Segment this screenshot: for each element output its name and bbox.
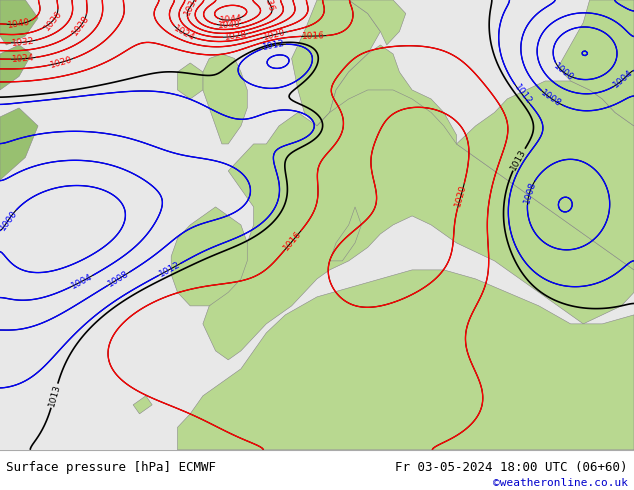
- Polygon shape: [0, 108, 38, 180]
- Text: 1020: 1020: [262, 27, 287, 42]
- Polygon shape: [292, 45, 456, 234]
- Text: 1000: 1000: [552, 62, 576, 83]
- Polygon shape: [0, 45, 32, 90]
- Polygon shape: [178, 63, 203, 99]
- Polygon shape: [171, 207, 247, 306]
- Text: 1012: 1012: [512, 83, 533, 107]
- Text: 1008: 1008: [540, 88, 564, 109]
- Text: ©weatheronline.co.uk: ©weatheronline.co.uk: [493, 478, 628, 488]
- Text: 1008: 1008: [522, 180, 538, 205]
- Text: 1036: 1036: [42, 9, 64, 32]
- Text: 1020: 1020: [454, 183, 469, 208]
- Text: 1008: 1008: [107, 269, 131, 289]
- Text: 1013: 1013: [47, 383, 62, 408]
- Text: 1016: 1016: [302, 31, 325, 41]
- Text: 1040: 1040: [7, 18, 31, 30]
- Text: 1024: 1024: [172, 24, 197, 43]
- Text: 1004: 1004: [70, 272, 94, 291]
- Text: Fr 03-05-2024 18:00 UTC (06+60): Fr 03-05-2024 18:00 UTC (06+60): [395, 461, 628, 474]
- Polygon shape: [330, 207, 361, 261]
- Polygon shape: [178, 270, 634, 450]
- Text: 1036: 1036: [261, 0, 276, 14]
- Text: 1044: 1044: [219, 14, 243, 25]
- Polygon shape: [292, 0, 380, 126]
- Text: 1012: 1012: [261, 39, 286, 52]
- Polygon shape: [558, 0, 634, 126]
- Polygon shape: [349, 0, 406, 45]
- Polygon shape: [0, 0, 38, 45]
- Polygon shape: [203, 90, 634, 360]
- Text: 1032: 1032: [11, 37, 35, 48]
- Text: 1040: 1040: [217, 20, 241, 30]
- Text: 1016: 1016: [281, 229, 304, 252]
- Text: 1020: 1020: [49, 55, 74, 70]
- Text: 1028: 1028: [223, 30, 247, 42]
- Text: 1012: 1012: [157, 260, 182, 279]
- Polygon shape: [456, 81, 634, 270]
- Polygon shape: [203, 54, 247, 144]
- Text: 1028: 1028: [70, 14, 91, 37]
- Polygon shape: [133, 396, 152, 414]
- Text: 1032: 1032: [183, 0, 201, 17]
- Text: 1024: 1024: [11, 53, 35, 64]
- Text: 1004: 1004: [612, 68, 634, 90]
- Text: 1000: 1000: [0, 208, 19, 232]
- Text: Surface pressure [hPa] ECMWF: Surface pressure [hPa] ECMWF: [6, 461, 216, 474]
- Text: 1013: 1013: [509, 147, 528, 172]
